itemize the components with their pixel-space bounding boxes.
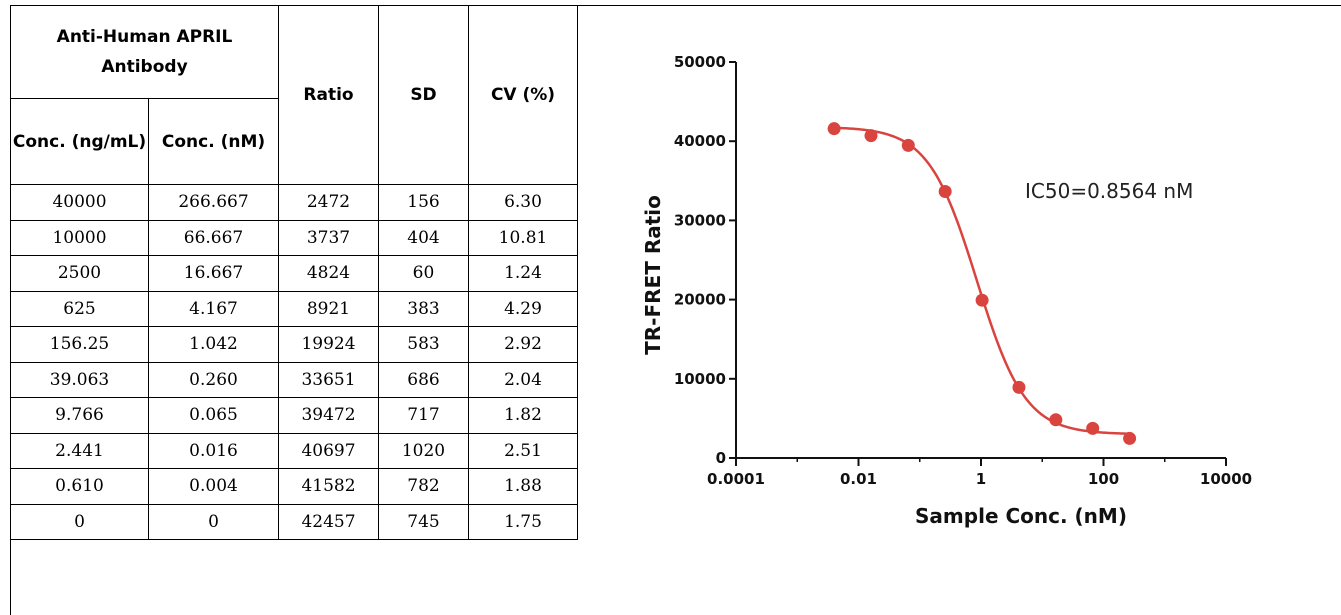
cell-conc-nm: 0 <box>148 503 279 540</box>
cell-ratio: 40697 <box>278 432 379 469</box>
cell-sd: 717 <box>378 397 469 434</box>
data-point <box>827 122 841 136</box>
cell-cv: 4.29 <box>468 290 578 327</box>
y-tick-label: 10000 <box>674 370 726 388</box>
cell-ratio: 39472 <box>278 397 379 434</box>
cell-sd: 156 <box>378 184 469 221</box>
table-row: 40000 266.667 2472 156 6.30 <box>10 184 578 221</box>
cell-cv: 1.88 <box>468 468 578 505</box>
table-row: 2500 16.667 4824 60 1.24 <box>10 255 578 292</box>
cell-ratio: 4824 <box>278 255 379 292</box>
ic50-annotation: IC50=0.8564 nM <box>1025 179 1193 203</box>
cell-cv: 1.82 <box>468 397 578 434</box>
data-point <box>938 184 952 198</box>
cell-cv: 1.75 <box>468 503 578 540</box>
cell-sd: 583 <box>378 326 469 363</box>
y-tick-label: 50000 <box>674 53 726 71</box>
y-tick-label: 40000 <box>674 132 726 150</box>
data-point <box>864 129 878 143</box>
cell-conc-ng: 40000 <box>10 184 149 221</box>
data-point <box>1012 380 1026 394</box>
cell-ratio: 19924 <box>278 326 379 363</box>
x-tick-label: 10000 <box>1200 470 1252 488</box>
cell-conc-nm: 266.667 <box>148 184 279 221</box>
x-tick-label: 0.01 <box>840 470 877 488</box>
cell-conc-nm: 0.004 <box>148 468 279 505</box>
cell-conc-ng: 156.25 <box>10 326 149 363</box>
cell-conc-ng: 0 <box>10 503 149 540</box>
cell-conc-ng: 2.441 <box>10 432 149 469</box>
x-tick-label: 1 <box>976 470 986 488</box>
data-point <box>1086 421 1100 435</box>
dose-response-chart: 0 10000 20000 30000 40000 50000 0.0001 0.01 1 100… <box>641 53 1252 528</box>
table-body: 40000 266.667 2472 156 6.30 10000 66.667 3737 40… <box>10 184 578 540</box>
cell-cv: 2.04 <box>468 361 578 398</box>
cell-cv: 6.30 <box>468 184 578 221</box>
cell-ratio: 41582 <box>278 468 379 505</box>
table-row: 9.766 0.065 39472 717 1.82 <box>10 397 578 434</box>
y-axis-title: TR-FRET Ratio <box>641 195 665 355</box>
cell-cv: 2.51 <box>468 432 578 469</box>
table-row: 0 0 42457 745 1.75 <box>10 503 578 540</box>
x-tick-label: 100 <box>1088 470 1119 488</box>
cell-conc-ng: 9.766 <box>10 397 149 434</box>
cell-conc-ng: 0.610 <box>10 468 149 505</box>
cell-conc-nm: 16.667 <box>148 255 279 292</box>
cell-conc-ng: 2500 <box>10 255 149 292</box>
cell-conc-nm: 0.065 <box>148 397 279 434</box>
y-tick-label: 30000 <box>674 211 726 229</box>
x-axis-title: Sample Conc. (nM) <box>915 504 1127 528</box>
cell-conc-nm: 1.042 <box>148 326 279 363</box>
y-tick-label: 20000 <box>674 291 726 309</box>
cell-conc-ng: 625 <box>10 290 149 327</box>
data-points <box>827 122 1137 445</box>
data-point <box>1049 413 1063 427</box>
header-cv: CV (%) <box>468 5 578 185</box>
cell-conc-nm: 4.167 <box>148 290 279 327</box>
cell-sd: 686 <box>378 361 469 398</box>
cell-ratio: 2472 <box>278 184 379 221</box>
fit-curve <box>834 126 1130 435</box>
x-tick-label: 0.0001 <box>707 470 765 488</box>
cell-ratio: 3737 <box>278 219 379 256</box>
data-point <box>901 138 915 152</box>
cell-cv: 1.24 <box>468 255 578 292</box>
cell-sd: 745 <box>378 503 469 540</box>
cell-cv: 10.81 <box>468 219 578 256</box>
table-row: 0.610 0.004 41582 782 1.88 <box>10 468 578 505</box>
data-point <box>975 293 989 307</box>
cell-sd: 60 <box>378 255 469 292</box>
header-sd: SD <box>378 5 469 185</box>
axes: 0 10000 20000 30000 40000 50000 0.0001 0.01 1 100… <box>674 53 1252 488</box>
y-tick-label: 0 <box>716 449 726 467</box>
cell-ratio: 42457 <box>278 503 379 540</box>
cell-cv: 2.92 <box>468 326 578 363</box>
cell-conc-nm: 0.260 <box>148 361 279 398</box>
header-conc-nm: Conc. (nM) <box>148 98 279 185</box>
group-header: Anti-Human APRIL Antibody <box>10 5 279 99</box>
cell-sd: 1020 <box>378 432 469 469</box>
cell-ratio: 33651 <box>278 361 379 398</box>
header-ratio: Ratio <box>278 5 379 185</box>
table-row: 625 4.167 8921 383 4.29 <box>10 290 578 327</box>
table-row: 39.063 0.260 33651 686 2.04 <box>10 361 578 398</box>
cell-conc-ng: 10000 <box>10 219 149 256</box>
cell-sd: 782 <box>378 468 469 505</box>
table-row: 2.441 0.016 40697 1020 2.51 <box>10 432 578 469</box>
cell-sd: 404 <box>378 219 469 256</box>
table-row: 156.25 1.042 19924 583 2.92 <box>10 326 578 363</box>
cell-conc-nm: 0.016 <box>148 432 279 469</box>
cell-sd: 383 <box>378 290 469 327</box>
cell-ratio: 8921 <box>278 290 379 327</box>
cell-conc-ng: 39.063 <box>10 361 149 398</box>
data-point <box>1123 431 1137 445</box>
cell-conc-nm: 66.667 <box>148 219 279 256</box>
table-row: 10000 66.667 3737 404 10.81 <box>10 219 578 256</box>
data-table: Anti-Human APRIL Antibody Ratio SD CV (%… <box>10 5 578 540</box>
header-conc-ng: Conc. (ng/mL) <box>10 98 149 185</box>
